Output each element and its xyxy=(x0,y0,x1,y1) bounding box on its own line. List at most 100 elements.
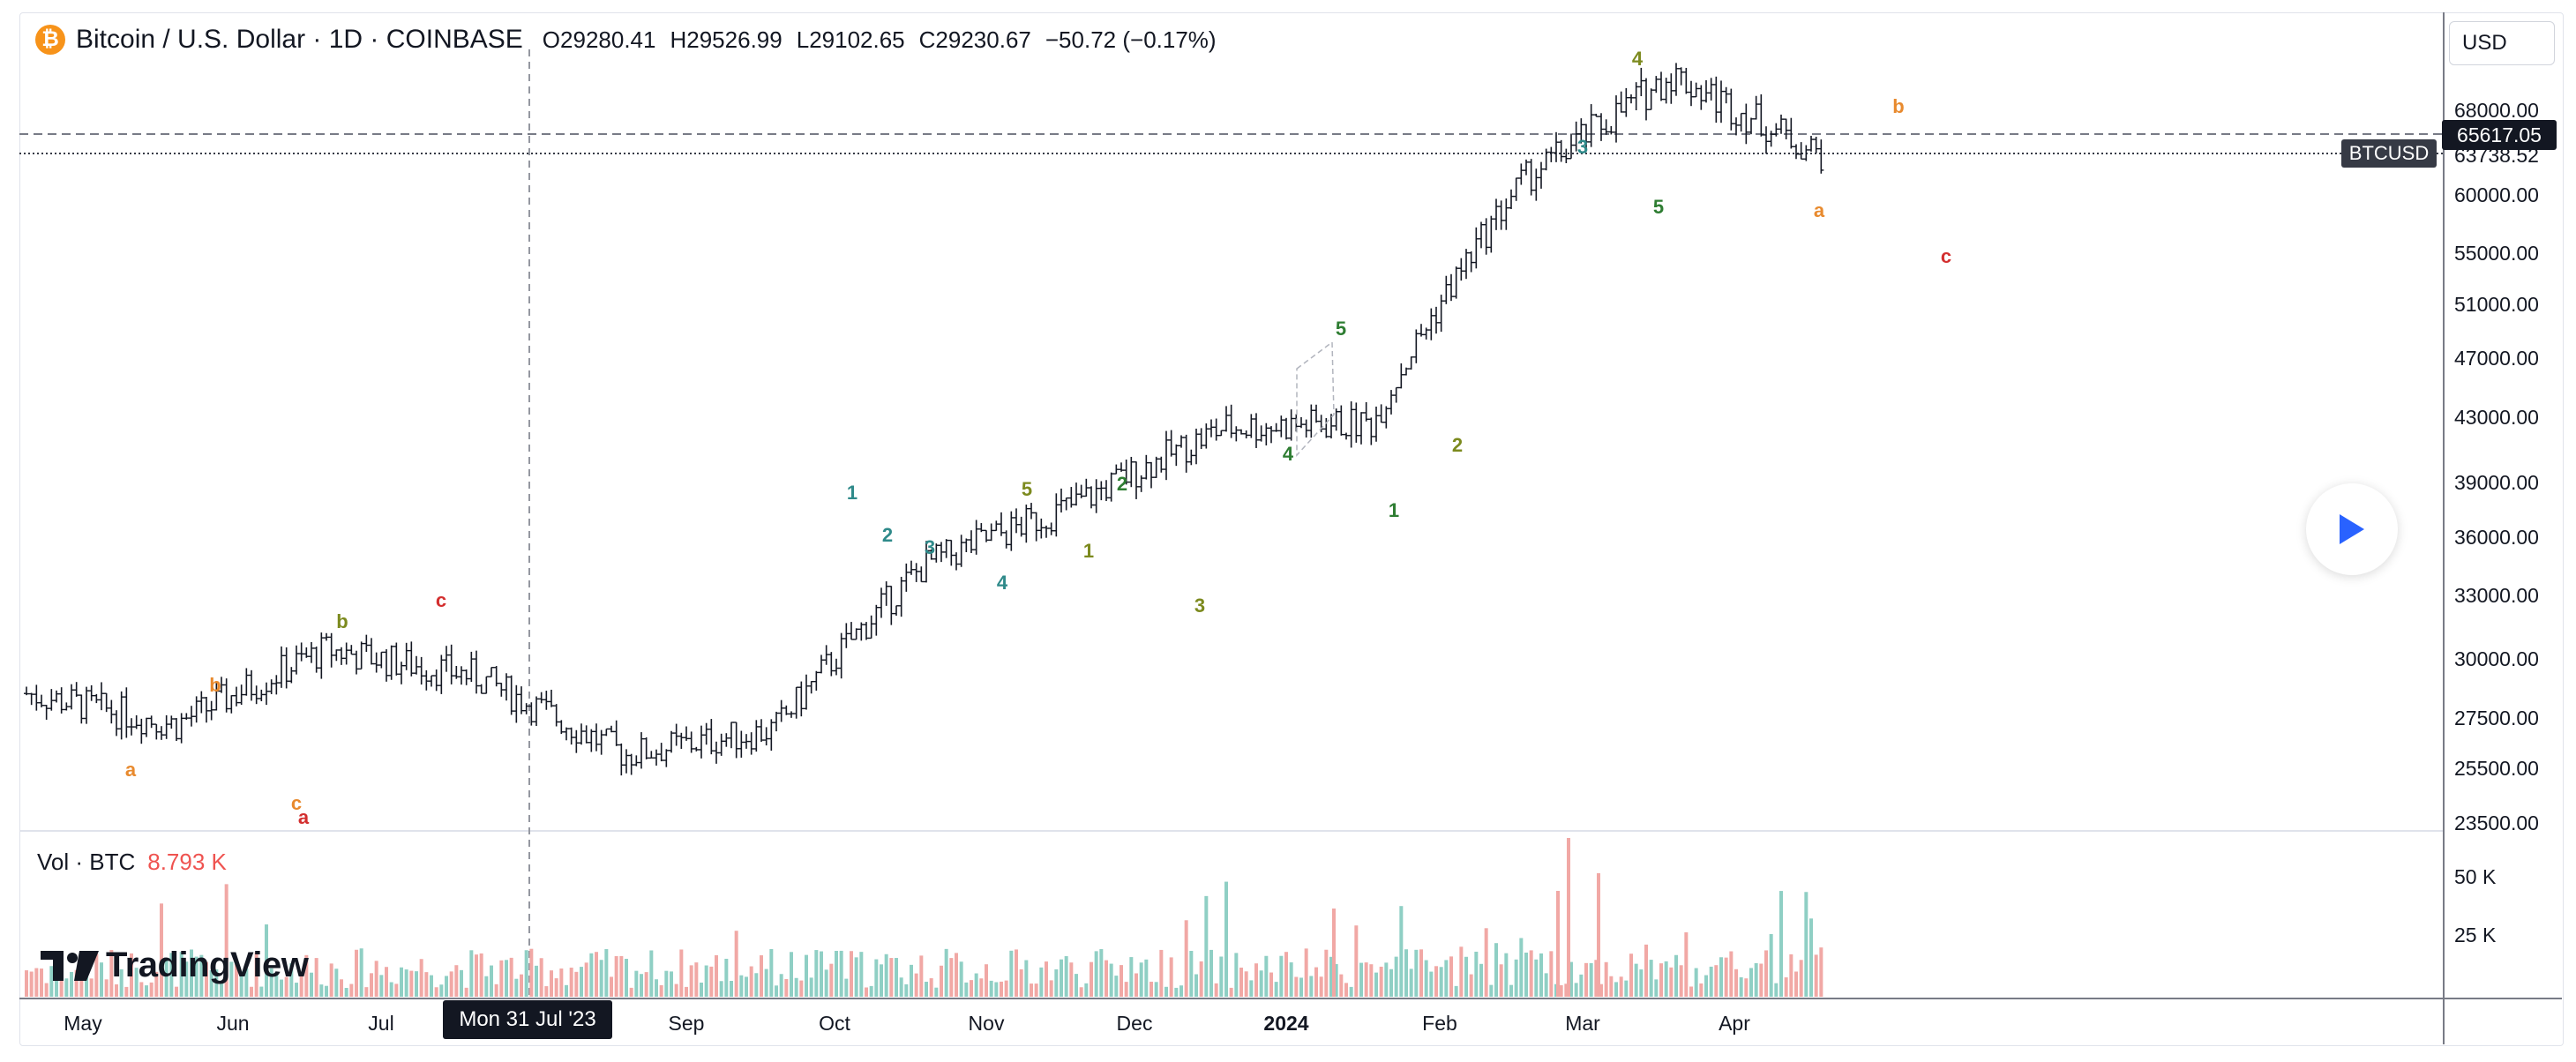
volume-bar xyxy=(1469,974,1473,997)
volume-bar xyxy=(914,973,918,997)
volume-bar xyxy=(269,968,273,997)
volume-bar xyxy=(1259,970,1263,997)
volume-bar xyxy=(134,968,139,997)
volume-bar xyxy=(1764,950,1768,997)
volume-bar xyxy=(1124,982,1128,997)
volume-bar xyxy=(284,976,288,997)
time-axis-label: Oct xyxy=(819,1012,850,1035)
volume-bar xyxy=(199,954,204,997)
volume-bar xyxy=(1144,959,1149,997)
volume-bar xyxy=(409,970,414,997)
tradingview-logo[interactable]: TradingView xyxy=(41,946,309,985)
volume-bar xyxy=(1384,962,1389,997)
volume-bar xyxy=(700,982,703,997)
volume-bar xyxy=(49,966,54,997)
volume-bar xyxy=(1564,983,1569,997)
volume-bar xyxy=(760,955,763,997)
volume-bar xyxy=(805,954,808,997)
volume-bar xyxy=(524,950,528,997)
replay-button[interactable] xyxy=(2306,483,2398,575)
time-axis-label: Apr xyxy=(1719,1012,1750,1035)
play-icon xyxy=(2340,514,2364,544)
volume-bar xyxy=(1129,957,1134,997)
volume-tick-label: 25 K xyxy=(2454,924,2497,946)
volume-bar xyxy=(1004,980,1008,997)
symbol-legend[interactable]: ₿ Bitcoin / U.S. Dollar · 1D · COINBASE … xyxy=(35,25,1217,55)
volume-bar xyxy=(799,980,804,997)
volume-bar xyxy=(550,970,553,997)
volume-bar xyxy=(340,979,343,997)
volume-bar xyxy=(1049,980,1053,997)
volume-bar xyxy=(424,972,429,997)
volume-bar xyxy=(1809,918,1813,997)
volume-bar xyxy=(1399,906,1404,997)
last-price-tag: 65617.05 xyxy=(2442,120,2557,150)
volume-bar xyxy=(769,948,774,997)
wave-label: 1 xyxy=(1083,540,1094,562)
wave-label: 1 xyxy=(1389,499,1399,521)
volume-bar xyxy=(644,972,648,997)
volume-bar xyxy=(119,969,124,997)
volume-bar xyxy=(1664,961,1668,997)
volume-bar xyxy=(1679,965,1683,997)
volume-bar xyxy=(689,965,693,997)
volume-bar xyxy=(1414,949,1419,997)
volume-bar xyxy=(719,981,723,997)
wave-label: b xyxy=(209,674,221,696)
volume-bar xyxy=(574,971,579,997)
volume-bar xyxy=(1030,983,1033,997)
volume-bar xyxy=(640,974,643,997)
volume-bar xyxy=(1419,949,1423,997)
volume-bar xyxy=(865,987,868,997)
volume-bar xyxy=(790,952,793,997)
volume-bar xyxy=(329,963,333,997)
symbol-title: Bitcoin / U.S. Dollar · 1D · COINBASE xyxy=(76,25,523,54)
wave-label: 2 xyxy=(1117,473,1127,495)
volume-legend[interactable]: Vol · BTC 8.793 K xyxy=(37,849,227,876)
volume-bar xyxy=(749,966,753,997)
volume-bar xyxy=(1019,969,1023,997)
volume-bar xyxy=(1654,979,1659,997)
volume-bar xyxy=(1709,966,1713,997)
volume-bar xyxy=(1099,949,1104,997)
volume-bar xyxy=(955,953,958,997)
volume-bar xyxy=(854,957,858,997)
volume-bar xyxy=(1254,963,1258,997)
price-tick-label: 43000.00 xyxy=(2454,406,2539,429)
volume-bar xyxy=(115,983,118,997)
volume-bar xyxy=(160,903,163,997)
volume-bar xyxy=(379,975,384,997)
volume-bar xyxy=(289,963,294,997)
volume-bar xyxy=(565,984,568,997)
volume-bar xyxy=(1774,983,1778,997)
volume-bar xyxy=(1499,964,1503,997)
volume-bar xyxy=(1769,933,1773,997)
volume-bar xyxy=(484,976,489,997)
volume-bar xyxy=(1159,949,1164,997)
volume-bar xyxy=(514,978,519,997)
volume-bar xyxy=(625,959,628,997)
volume-bar xyxy=(1284,952,1288,997)
volume-bar xyxy=(85,970,88,997)
low-value: L29102.65 xyxy=(796,26,905,53)
volume-bar xyxy=(1189,951,1194,997)
volume-bar xyxy=(529,948,534,997)
volume-bar xyxy=(304,954,309,997)
volume-bar xyxy=(209,970,213,997)
volume-bar xyxy=(44,983,49,997)
tradingview-logo-icon xyxy=(41,950,99,981)
volume-bar xyxy=(25,970,28,997)
volume-bar xyxy=(685,986,688,997)
volume-bar xyxy=(829,963,834,997)
volume-bar xyxy=(70,971,73,997)
currency-button[interactable]: USD xyxy=(2449,21,2555,65)
volume-bar xyxy=(244,969,249,997)
volume-bar xyxy=(1719,957,1723,997)
volume-bar xyxy=(214,969,219,997)
volume-bar xyxy=(139,982,144,997)
volume-bar xyxy=(1179,985,1183,997)
volume-bar xyxy=(1444,960,1449,997)
volume-bar xyxy=(224,884,228,997)
price-tick-label: 60000.00 xyxy=(2454,183,2539,206)
